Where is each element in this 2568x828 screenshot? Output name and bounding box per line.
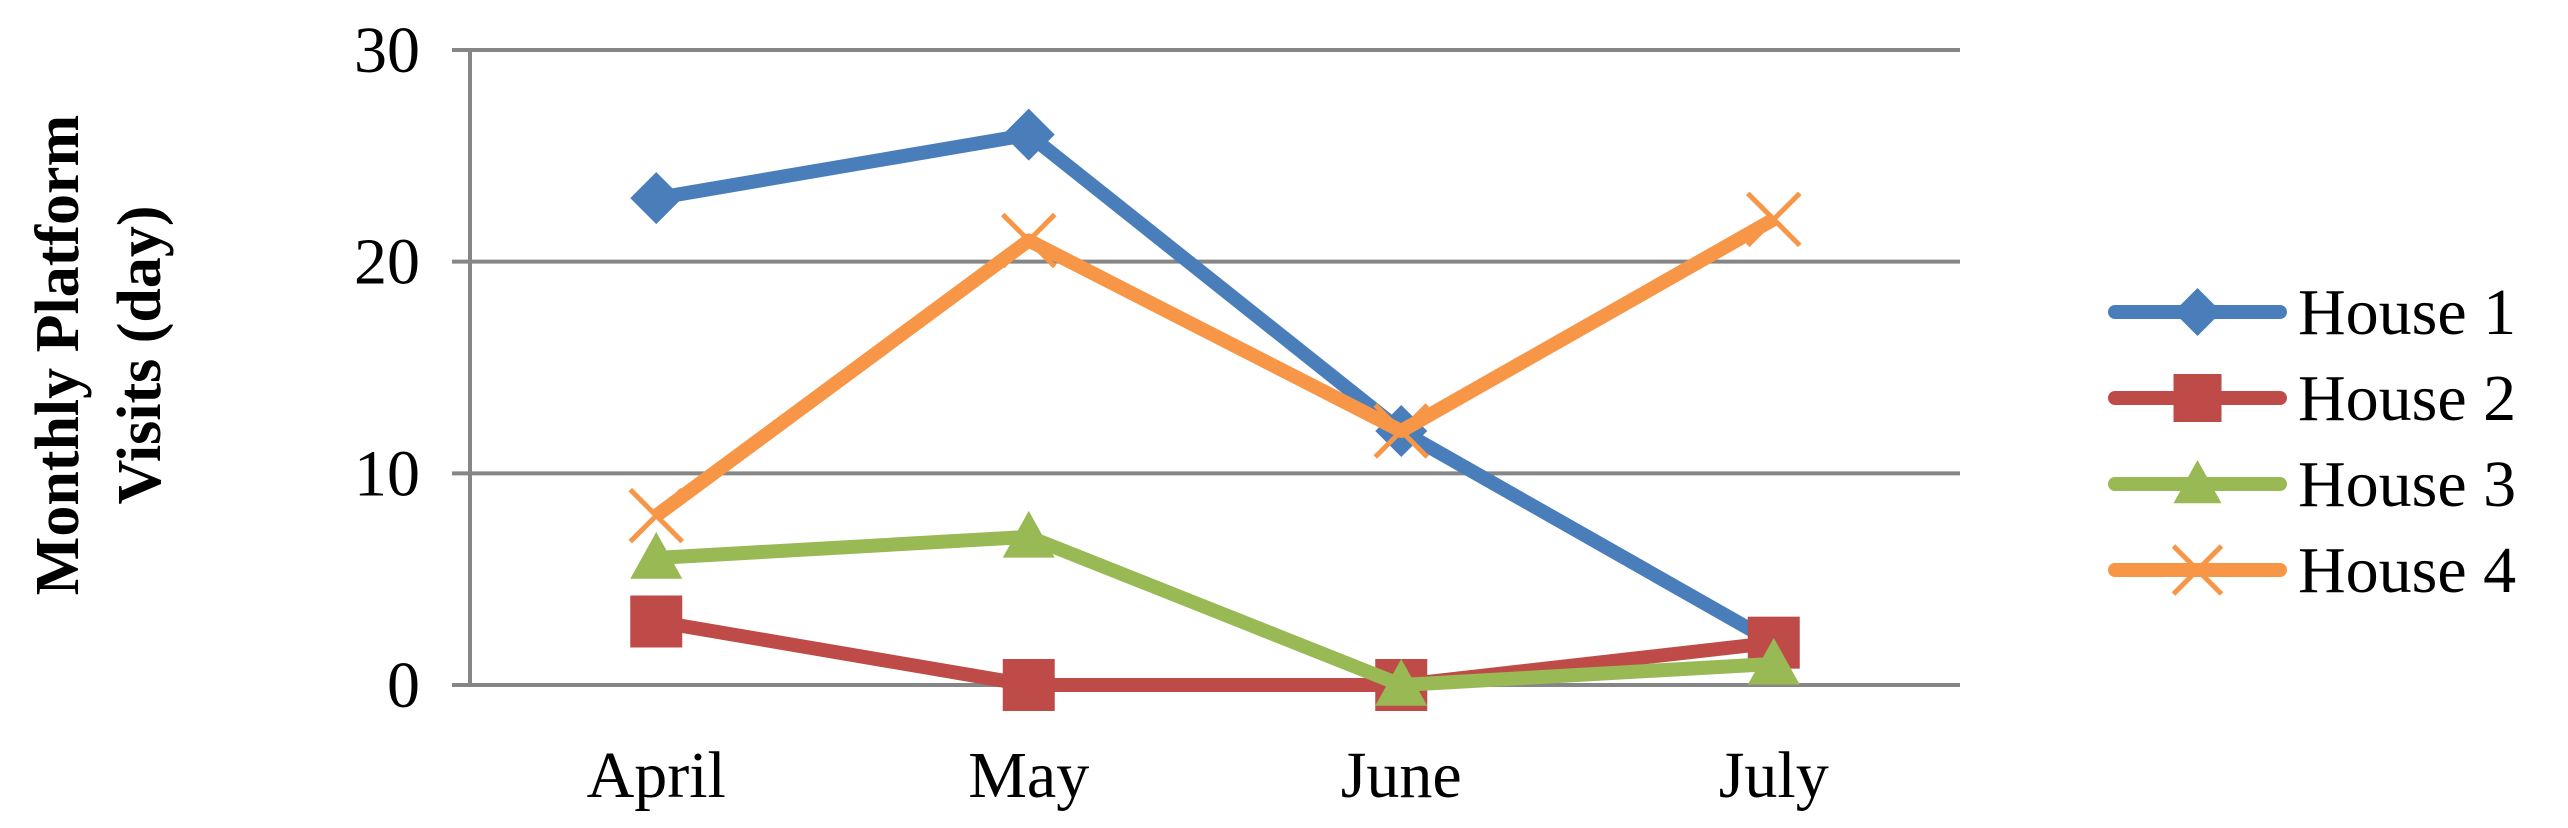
y-tick-label: 10	[354, 437, 420, 510]
series-lines	[628, 108, 1802, 711]
data-point	[1002, 510, 1055, 558]
gridlines	[452, 48, 1960, 687]
series-line	[655, 127, 1778, 649]
legend: House 1 House 2 House 3 House 4	[2108, 276, 2516, 607]
y-axis-title-line-2: Visits (day)	[106, 205, 174, 504]
data-point	[1373, 403, 1430, 459]
data-point	[1375, 659, 1428, 706]
data-point	[2173, 288, 2222, 336]
y-axis-title: Monthly Platform Visits (day)	[24, 115, 174, 595]
data-point	[1745, 191, 1802, 248]
legend-item: House 3	[2108, 448, 2516, 521]
data-point	[630, 532, 683, 579]
series-1	[630, 108, 1800, 669]
y-tick-label: 0	[387, 649, 420, 722]
legend-item: House 2	[2108, 362, 2516, 435]
data-point	[630, 172, 683, 225]
legend-item: House 1	[2108, 276, 2516, 349]
legend-label: House 4	[2298, 534, 2516, 607]
legend-label: House 1	[2298, 276, 2516, 349]
x-tick-label: May	[968, 739, 1089, 812]
x-tick-label: June	[1341, 739, 1462, 812]
y-tick-label: 30	[354, 14, 420, 87]
legend-item: House 4	[2108, 534, 2516, 607]
x-tick-label: July	[1719, 739, 1829, 812]
series-4	[628, 191, 1802, 544]
y-tick-labels: 0 10 20 30	[354, 14, 420, 722]
y-axis-title-line-1: Monthly Platform	[24, 115, 92, 595]
data-point	[628, 487, 685, 544]
data-point	[1002, 659, 1055, 711]
data-point	[1000, 212, 1057, 269]
data-point	[1747, 637, 1800, 685]
x-tick-label: April	[587, 739, 726, 812]
data-point	[630, 595, 683, 648]
series-3	[630, 510, 1800, 706]
series-line	[652, 213, 1778, 522]
data-point	[1002, 108, 1055, 161]
y-tick-label: 20	[354, 226, 420, 299]
series-line	[655, 614, 1775, 692]
series-line	[655, 529, 1775, 692]
x-tick-labels: April May June July	[587, 739, 1829, 812]
legend-label: House 2	[2298, 362, 2516, 435]
data-point	[2173, 460, 2222, 504]
legend-label: House 3	[2298, 448, 2516, 521]
data-point	[2171, 544, 2224, 596]
data-point	[2173, 374, 2222, 422]
